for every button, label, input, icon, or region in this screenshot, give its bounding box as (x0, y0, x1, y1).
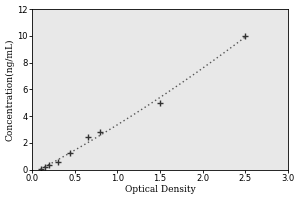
X-axis label: Optical Density: Optical Density (124, 185, 195, 194)
Y-axis label: Concentration(ng/mL): Concentration(ng/mL) (6, 38, 15, 141)
